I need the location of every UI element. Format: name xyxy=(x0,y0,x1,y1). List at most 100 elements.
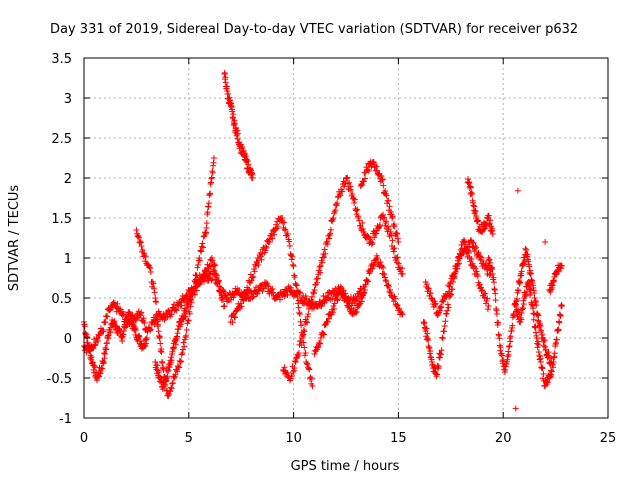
data-point-interp xyxy=(166,391,173,398)
data-point-interp xyxy=(286,242,293,249)
data-point xyxy=(361,287,368,293)
data-point-interp xyxy=(151,289,158,296)
data-point xyxy=(558,303,565,309)
data-point-interp xyxy=(288,287,295,294)
data-point-interp xyxy=(303,318,310,325)
data-point-interp xyxy=(478,254,485,261)
data-point-interp xyxy=(249,294,256,301)
data-point-interp xyxy=(364,232,371,239)
data-point-interp xyxy=(259,288,266,295)
data-point-interp xyxy=(467,184,474,191)
data-point-interp xyxy=(497,344,504,351)
data-point-interp xyxy=(356,301,363,308)
data-point-interp xyxy=(324,241,331,248)
data-point-interp xyxy=(181,343,188,350)
data-point-interp xyxy=(167,359,174,366)
data-point-interp xyxy=(521,257,528,264)
data-point-interp xyxy=(390,298,397,305)
data-point-interp xyxy=(331,300,338,307)
data-point-interp xyxy=(343,298,350,305)
data-point xyxy=(311,287,318,293)
data-point-interp xyxy=(266,290,273,297)
data-point-interp xyxy=(425,285,432,292)
data-point-interp xyxy=(245,286,252,293)
data-point-interp xyxy=(530,316,537,323)
data-point-interp xyxy=(376,221,383,228)
data-point-interp xyxy=(158,349,165,356)
data-point-interp xyxy=(282,226,289,233)
data-point-interp xyxy=(509,322,516,329)
data-point-interp xyxy=(329,309,336,316)
data-point-interp xyxy=(274,223,281,230)
data-point-interp xyxy=(272,226,279,233)
data-point-interp xyxy=(334,297,341,304)
data-point-interp xyxy=(449,286,456,293)
data-point-interp xyxy=(266,239,273,246)
data-point xyxy=(210,155,217,161)
data-point-interp xyxy=(385,283,392,290)
data-point-interp xyxy=(114,300,121,307)
data-point-interp xyxy=(120,311,127,318)
data-point-interp xyxy=(172,371,179,378)
data-point-interp xyxy=(437,303,444,310)
data-point-interp xyxy=(530,310,537,317)
data-point-interp xyxy=(137,239,144,246)
data-point xyxy=(101,351,108,357)
data-point xyxy=(317,335,324,341)
data-point-interp xyxy=(524,251,531,258)
data-point-interp xyxy=(392,295,399,302)
data-point-interp xyxy=(368,241,375,248)
data-point-interp xyxy=(244,287,251,294)
data-point-interp xyxy=(332,293,339,300)
data-point-interp xyxy=(199,240,206,247)
data-point-interp xyxy=(475,249,482,256)
data-point-interp xyxy=(518,268,525,275)
data-point-interp xyxy=(231,314,238,321)
data-point-interp xyxy=(250,274,257,281)
data-point-interp xyxy=(178,358,185,365)
y-tick-label: 3 xyxy=(64,92,72,107)
data-point-interp xyxy=(167,388,174,395)
data-point-interp xyxy=(457,246,464,253)
data-point-interp xyxy=(551,350,558,357)
data-point-interp xyxy=(100,328,107,335)
data-point xyxy=(143,335,150,341)
data-point-interp xyxy=(477,284,484,291)
data-point-interp xyxy=(516,279,523,286)
y-tick-label: 2.5 xyxy=(51,132,72,147)
data-point-interp xyxy=(304,361,311,368)
data-point xyxy=(489,231,496,237)
data-point-interp xyxy=(248,277,255,284)
data-point-interp xyxy=(394,235,401,242)
data-point-interp xyxy=(176,364,183,371)
data-point-interp xyxy=(455,260,462,267)
data-point-interp xyxy=(387,228,394,235)
data-point-interp xyxy=(555,326,562,333)
data-point-interp xyxy=(123,311,130,318)
data-point-interp xyxy=(292,358,299,365)
data-point-interp xyxy=(193,272,200,279)
y-tick-label: 0 xyxy=(64,332,72,347)
data-point-interp xyxy=(390,246,397,253)
data-point-interp xyxy=(387,289,394,296)
data-point-interp xyxy=(473,244,480,251)
data-point-interp xyxy=(486,271,493,278)
data-point-interp xyxy=(141,319,148,326)
data-point-interp xyxy=(385,223,392,230)
data-point-interp xyxy=(489,265,496,272)
data-point-interp xyxy=(531,311,538,318)
data-point-interp xyxy=(105,332,112,339)
data-point-interp xyxy=(470,239,477,246)
data-point-interp xyxy=(138,243,145,250)
data-point-interp xyxy=(271,231,278,238)
data-point-interp xyxy=(480,257,487,264)
data-point-interp xyxy=(544,379,551,386)
data-point-interp xyxy=(370,159,377,166)
data-point-interp xyxy=(255,261,262,268)
data-point-interp xyxy=(304,319,311,326)
data-point-interp xyxy=(380,264,387,271)
data-point-interp xyxy=(300,331,307,338)
data-point-interp xyxy=(94,337,101,344)
data-point-interp xyxy=(484,306,491,313)
